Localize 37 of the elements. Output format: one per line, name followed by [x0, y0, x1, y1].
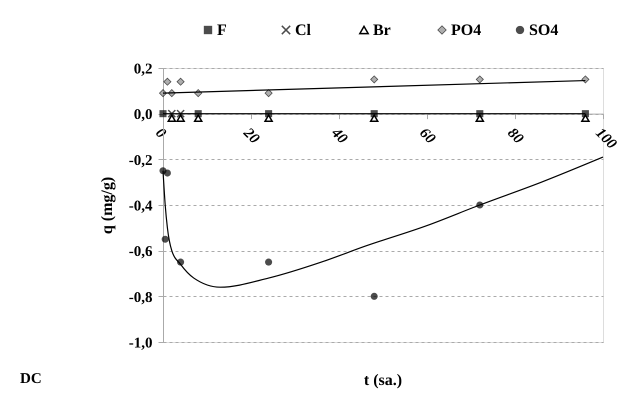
x-tick-label: 80: [504, 125, 526, 148]
x-tick-label: 40: [327, 124, 350, 148]
point: [264, 89, 273, 98]
legend-label: F: [217, 22, 227, 39]
y-tick-label: -0,6: [128, 244, 153, 260]
x-axis-title: t (sa.): [364, 372, 402, 389]
y-tick-label: -1,0: [128, 336, 152, 352]
point: [163, 78, 172, 86]
point: [265, 258, 272, 266]
point: [581, 75, 590, 84]
point: [476, 114, 484, 122]
point: [176, 78, 185, 86]
legend-label: PO4: [451, 22, 482, 39]
point: [168, 114, 176, 122]
point: [370, 114, 378, 122]
y-tick-label: -0,4: [128, 198, 153, 214]
y-tick-label: -0,8: [128, 290, 152, 306]
legend-label: Br: [373, 22, 391, 39]
x-tick-label: 60: [416, 125, 438, 148]
point: [581, 114, 590, 122]
point: [370, 292, 378, 300]
y-tick-label: 0,0: [134, 107, 152, 124]
x-tick-label: 20: [239, 124, 262, 148]
y-tick-label: 0,2: [134, 62, 152, 78]
legend-label: Cl: [295, 22, 312, 39]
point: [476, 75, 484, 84]
x-tick-label: 100: [592, 125, 620, 153]
point: [370, 75, 378, 84]
point: [164, 170, 171, 177]
legend-label: SO4: [529, 22, 558, 39]
point: [194, 114, 202, 122]
point: [264, 114, 273, 122]
text: DC: [20, 371, 42, 387]
point: [162, 236, 169, 243]
y-tick-label: -0,2: [128, 152, 152, 169]
point: [176, 114, 185, 122]
y-axis-title: q (mg/g): [98, 176, 116, 234]
